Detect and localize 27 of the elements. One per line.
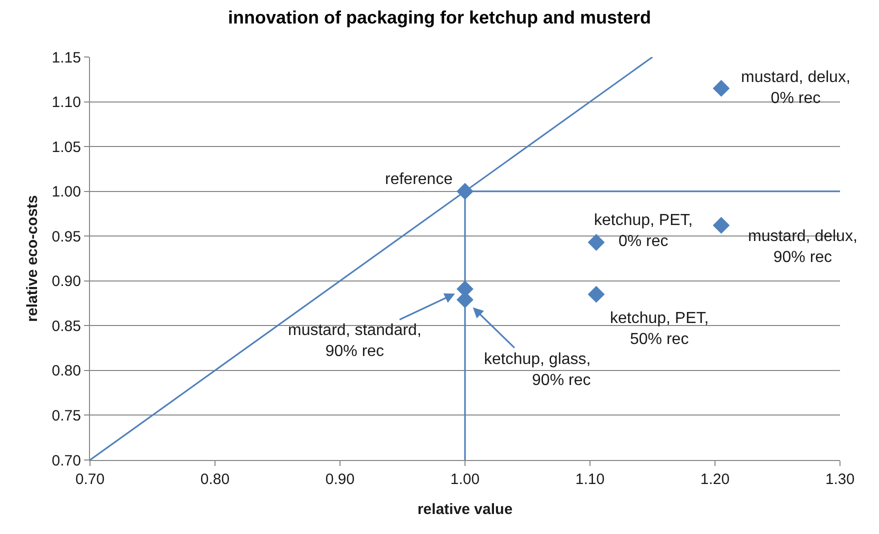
x-tick-label: 1.20: [700, 471, 730, 488]
y-tick-label: 0.80: [52, 362, 81, 380]
y-tick-label: 1.15: [52, 49, 81, 66]
y-tick-label: 1.10: [52, 94, 81, 112]
annotation: ketchup, PET, 50% rec: [610, 310, 709, 348]
y-tick-label: 0.95: [52, 228, 81, 246]
y-tick-label: 0.75: [52, 407, 81, 424]
x-tick-label: 1.00: [450, 471, 480, 488]
x-tick-label: 0.90: [325, 471, 355, 488]
annotation: mustard, standard, 90% rec: [288, 322, 422, 360]
chart-title: innovation of packaging for ketchup and musterd: [228, 7, 652, 28]
annotation: reference: [385, 171, 453, 188]
y-tick-label: 0.70: [52, 452, 81, 470]
x-tick-label: 0.80: [200, 471, 230, 488]
x-axis-title: relative value: [417, 501, 513, 518]
x-tick-label: 1.10: [575, 471, 605, 488]
y-tick-label: 0.85: [52, 318, 81, 335]
annotation: mustard, delux, 90% rec: [748, 228, 858, 266]
y-axis-title: relative eco-costs: [24, 195, 42, 322]
annotation: ketchup, PET, 0% rec: [594, 212, 693, 250]
annotation: ketchup, glass, 90% rec: [484, 351, 591, 389]
y-tick-label: 1.05: [52, 138, 81, 156]
annotation: mustard, delux, 0% rec: [741, 69, 850, 107]
y-tick-label: 0.90: [52, 273, 81, 290]
x-tick-label: 0.70: [75, 471, 105, 488]
x-tick-label: 1.30: [825, 471, 855, 488]
y-tick-label: 1.00: [52, 184, 81, 201]
